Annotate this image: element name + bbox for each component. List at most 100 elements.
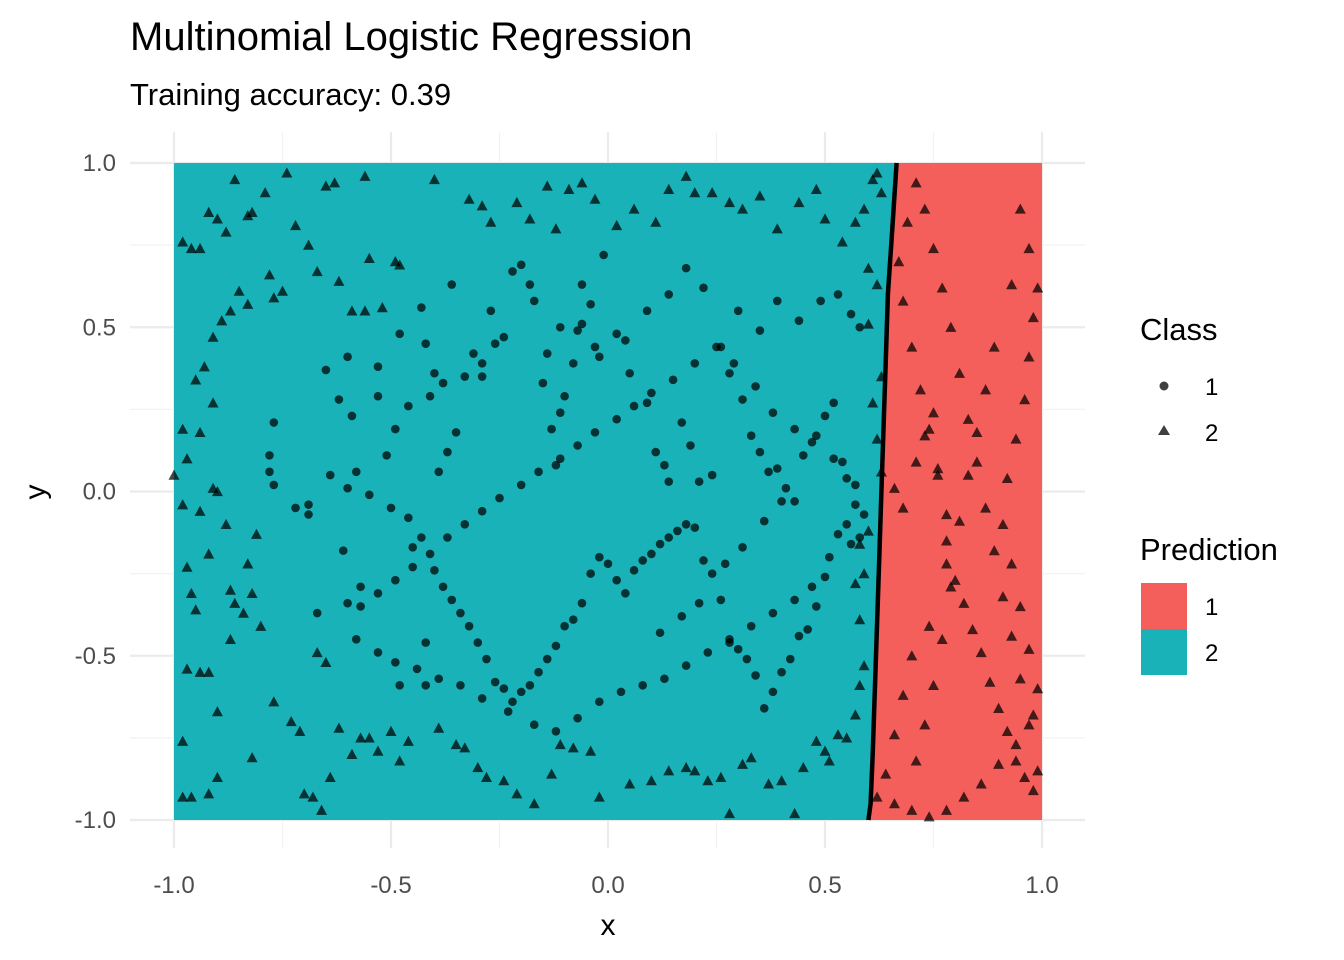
point-class-2 <box>563 183 575 194</box>
point-class-1 <box>846 539 856 549</box>
y-tick-label: 0.0 <box>83 479 116 506</box>
point-class-1 <box>838 457 847 467</box>
point-class-1 <box>443 447 452 457</box>
point-class-2 <box>394 259 406 270</box>
point-class-1 <box>469 349 478 358</box>
point-class-2 <box>819 745 831 756</box>
point-class-1 <box>486 306 496 316</box>
point-class-2 <box>997 591 1009 602</box>
point-class-2 <box>706 187 718 198</box>
point-class-2 <box>941 804 953 815</box>
point-class-2 <box>1019 771 1031 782</box>
legend-prediction-title: Prediction <box>1140 532 1278 567</box>
point-class-2 <box>541 180 553 191</box>
point-class-1 <box>529 720 539 730</box>
point-class-1 <box>343 598 352 608</box>
point-class-2 <box>897 295 909 306</box>
point-class-2 <box>1014 203 1026 214</box>
point-class-1 <box>430 566 439 575</box>
point-class-2 <box>224 305 236 316</box>
prediction-regions <box>174 163 1042 820</box>
point-class-2 <box>928 679 939 690</box>
point-class-1 <box>391 424 400 434</box>
point-class-1 <box>738 543 747 552</box>
point-class-2 <box>967 623 979 635</box>
point-class-1 <box>373 391 383 401</box>
point-class-2 <box>181 561 193 572</box>
point-class-1 <box>820 411 830 421</box>
point-class-1 <box>720 559 730 569</box>
point-class-2 <box>259 187 271 198</box>
point-class-1 <box>499 332 509 342</box>
point-class-1 <box>334 395 344 404</box>
point-class-1 <box>746 431 756 440</box>
point-class-2 <box>1023 242 1035 254</box>
point-class-2 <box>888 482 900 493</box>
point-class-2 <box>919 430 931 441</box>
legend-prediction-2-swatch <box>1141 629 1187 675</box>
point-class-2 <box>663 765 675 776</box>
point-class-2 <box>1006 558 1018 569</box>
point-class-2 <box>988 341 1000 352</box>
point-class-1 <box>660 460 669 470</box>
point-class-1 <box>534 467 543 477</box>
point-class-2 <box>433 722 445 733</box>
point-class-2 <box>181 663 193 674</box>
point-class-2 <box>211 486 223 497</box>
point-class-1 <box>690 359 700 368</box>
point-class-2 <box>624 778 636 789</box>
point-class-2 <box>763 778 775 789</box>
point-class-2 <box>394 755 406 766</box>
point-class-2 <box>246 752 258 763</box>
point-class-2 <box>268 292 280 303</box>
point-class-2 <box>246 587 258 599</box>
point-class-1 <box>373 362 383 371</box>
point-class-1 <box>417 533 426 542</box>
point-class-2 <box>932 463 944 474</box>
point-class-1 <box>846 309 856 319</box>
point-class-1 <box>694 477 704 486</box>
point-class-1 <box>404 401 413 411</box>
point-class-2 <box>181 453 193 464</box>
point-class-2 <box>246 206 258 217</box>
point-class-2 <box>932 469 944 480</box>
point-class-2 <box>789 807 801 819</box>
point-class-2 <box>888 729 900 740</box>
point-class-1 <box>855 533 865 542</box>
point-class-2 <box>888 798 900 809</box>
point-class-2 <box>1023 643 1035 654</box>
point-class-1 <box>859 510 869 519</box>
point-class-1 <box>425 391 435 401</box>
point-class-1 <box>408 543 418 552</box>
point-class-2 <box>680 761 692 773</box>
point-class-2 <box>650 216 662 227</box>
point-class-1 <box>508 267 517 276</box>
legend-prediction: Prediction 1 2 <box>1140 532 1278 675</box>
point-class-1 <box>612 329 621 339</box>
point-class-2 <box>936 282 948 293</box>
point-class-2 <box>194 666 206 677</box>
point-class-2 <box>954 367 966 378</box>
point-class-2 <box>1001 725 1013 736</box>
point-class-2 <box>359 305 371 316</box>
point-class-1 <box>694 598 704 608</box>
point-class-1 <box>725 635 734 644</box>
point-class-1 <box>495 493 504 503</box>
point-class-1 <box>447 595 457 605</box>
y-axis-title: y <box>19 485 52 500</box>
point-class-1 <box>759 516 769 526</box>
point-class-2 <box>975 646 987 658</box>
point-class-2 <box>589 193 601 204</box>
point-class-1 <box>790 497 799 506</box>
point-class-1 <box>343 483 352 493</box>
point-class-2 <box>941 535 953 546</box>
point-class-1 <box>265 467 274 477</box>
point-class-1 <box>681 520 691 529</box>
point-class-1 <box>373 589 383 598</box>
x-tick-label: 1.0 <box>1025 872 1058 899</box>
point-class-1 <box>829 454 838 463</box>
point-class-1 <box>356 602 365 611</box>
point-class-1 <box>612 414 621 424</box>
point-class-1 <box>551 460 561 470</box>
